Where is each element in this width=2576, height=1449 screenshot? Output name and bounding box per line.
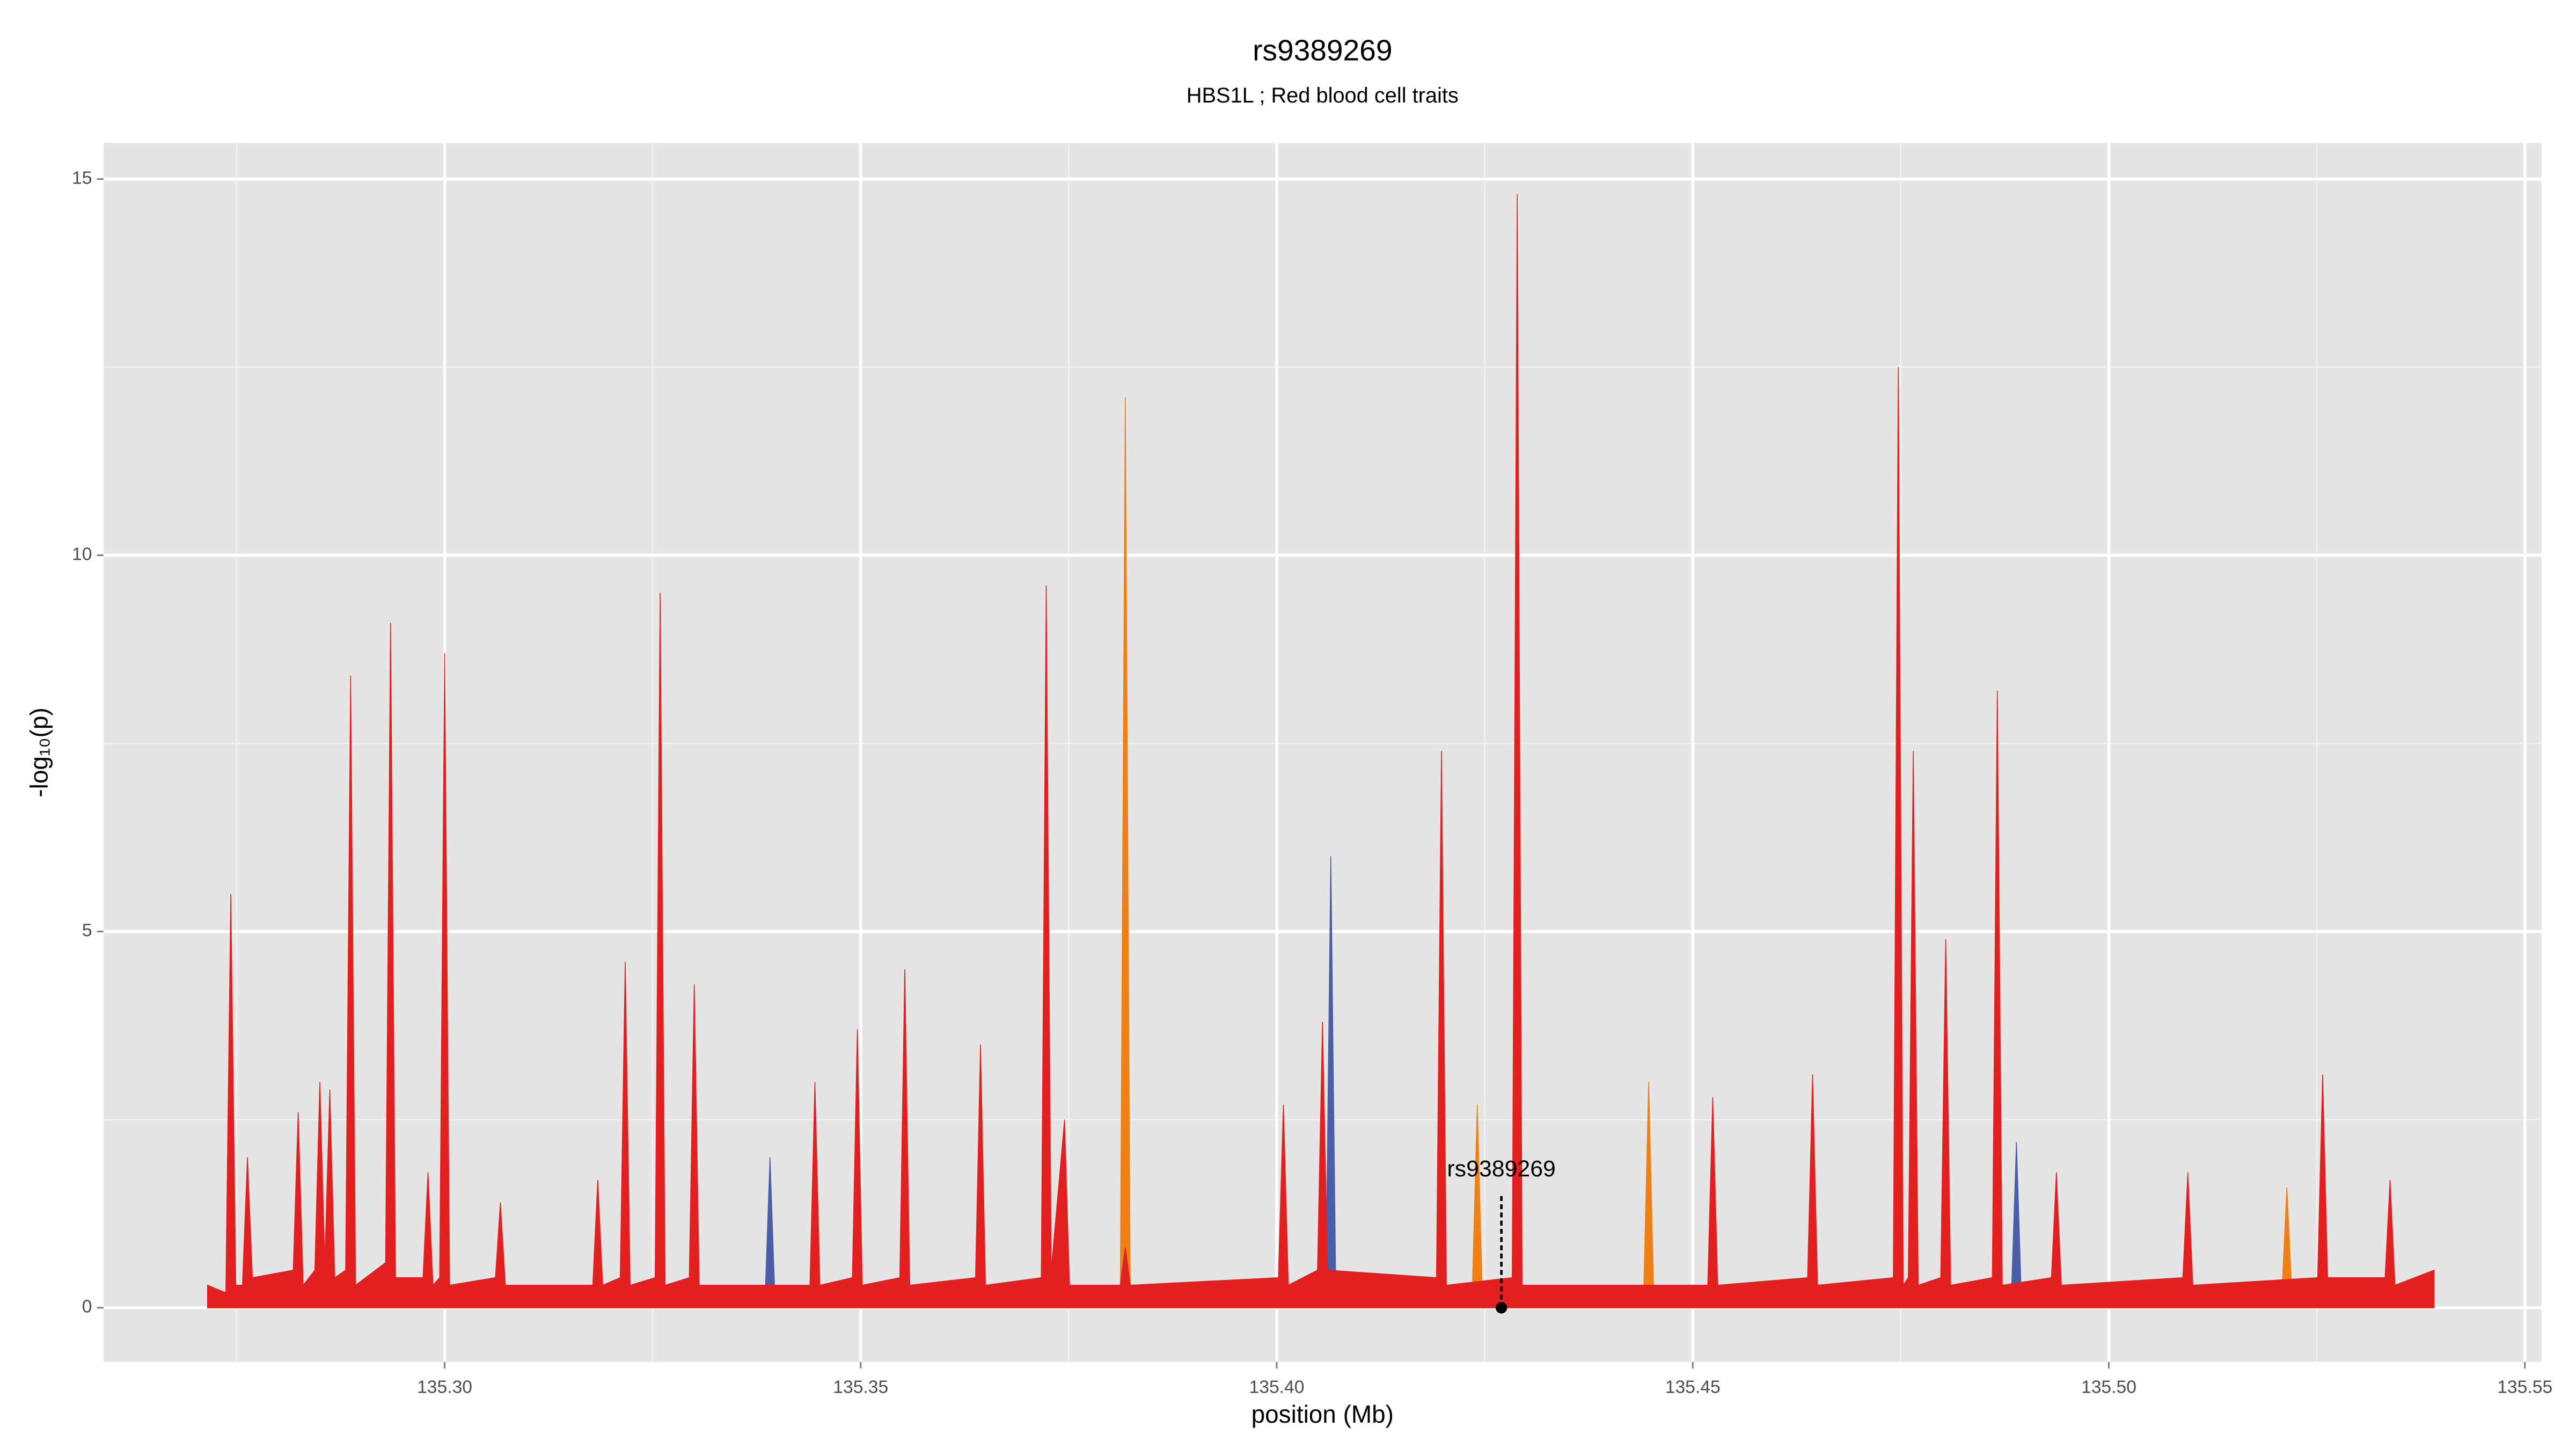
axes: 135.30 135.35 135.40 135.45 135.50 135.55 0 5 10… bbox=[72, 169, 2552, 1397]
annotation-label: rs9389269 bbox=[1447, 1156, 1555, 1182]
marks: rs9389269 bbox=[207, 194, 2435, 1314]
chart-title: rs9389269 bbox=[1253, 34, 1392, 67]
x-tick-label: 135.35 bbox=[833, 1378, 888, 1397]
y-tick-label: 5 bbox=[82, 921, 92, 941]
x-axis-title: position (Mb) bbox=[1252, 1400, 1394, 1428]
x-tick-label: 135.30 bbox=[417, 1378, 472, 1397]
y-tick-label: 15 bbox=[72, 169, 92, 188]
x-tick-label: 135.40 bbox=[1249, 1378, 1305, 1397]
y-tick-label: 0 bbox=[82, 1297, 92, 1317]
x-tick-label: 135.45 bbox=[1665, 1378, 1721, 1397]
area bbox=[207, 194, 2435, 1308]
y-axis-title: -log₁₀(p) bbox=[25, 707, 53, 797]
chart-subtitle: HBS1L ; Red blood cell traits bbox=[1187, 84, 1459, 107]
x-tick-label: 135.50 bbox=[2081, 1378, 2136, 1397]
annotation-point bbox=[1495, 1302, 1507, 1314]
y-tick-label: 10 bbox=[72, 545, 92, 565]
x-tick-label: 135.55 bbox=[2497, 1378, 2552, 1397]
